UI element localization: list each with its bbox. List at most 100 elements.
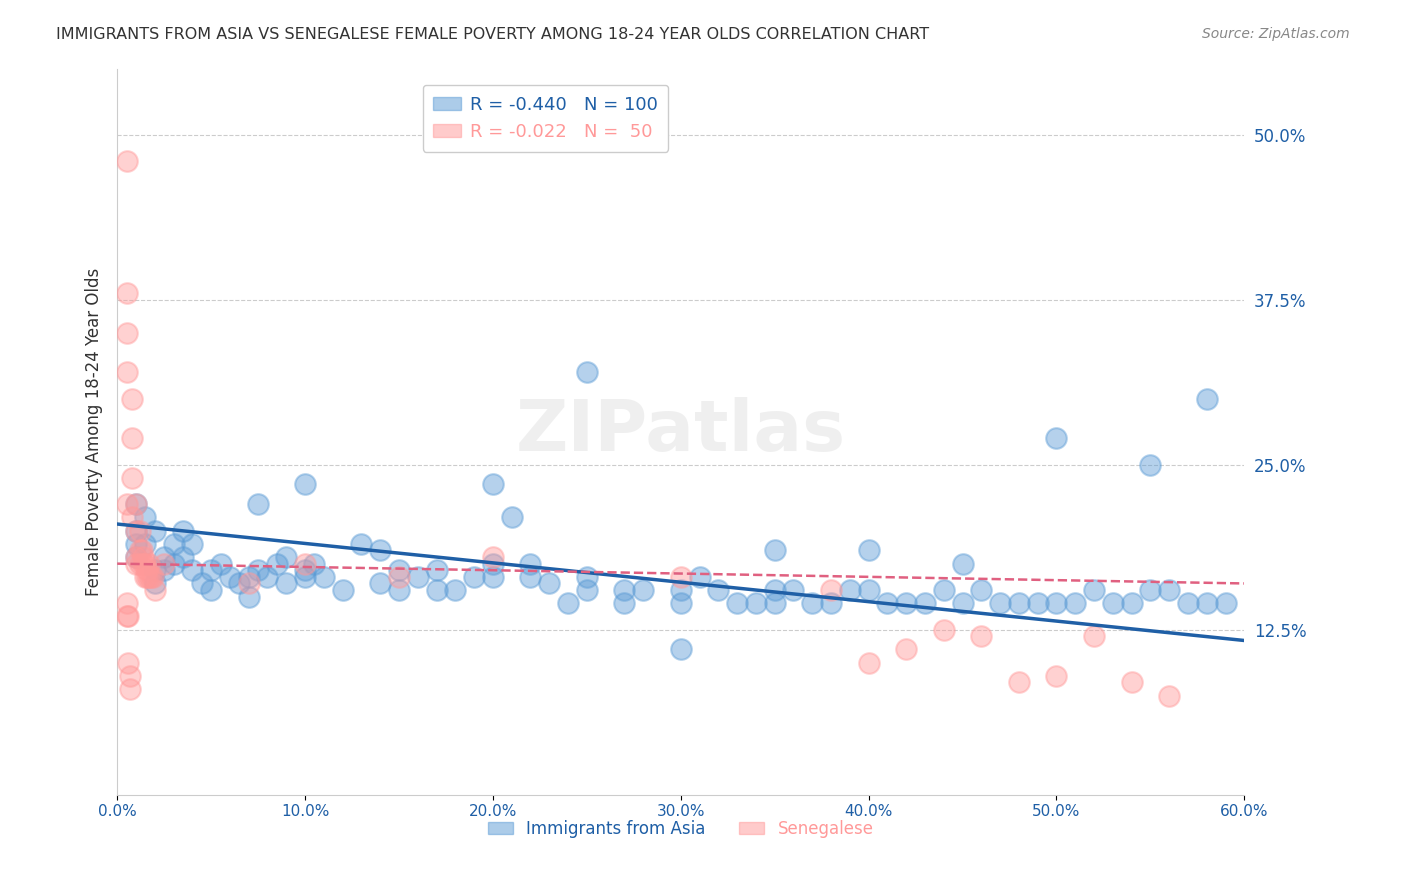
Point — [932, 582, 955, 597]
Point — [725, 596, 748, 610]
Point — [294, 557, 316, 571]
Point — [125, 497, 148, 511]
Point — [914, 596, 936, 610]
Point — [125, 549, 148, 564]
Point — [388, 563, 411, 577]
Point — [1026, 596, 1049, 610]
Point — [820, 596, 842, 610]
Point — [153, 563, 176, 577]
Point — [669, 596, 692, 610]
Point — [120, 682, 142, 697]
Point — [128, 557, 150, 571]
Point — [136, 563, 159, 577]
Point — [136, 570, 159, 584]
Point — [219, 570, 242, 584]
Point — [350, 537, 373, 551]
Point — [1083, 582, 1105, 597]
Point — [125, 524, 148, 538]
Point — [209, 557, 232, 571]
Point — [266, 557, 288, 571]
Point — [1045, 669, 1067, 683]
Point — [162, 557, 184, 571]
Point — [575, 582, 598, 597]
Point — [121, 471, 143, 485]
Point — [228, 576, 250, 591]
Point — [294, 563, 316, 577]
Point — [482, 549, 505, 564]
Point — [763, 596, 786, 610]
Point — [1159, 689, 1181, 703]
Point — [669, 582, 692, 597]
Point — [858, 543, 880, 558]
Point — [117, 656, 139, 670]
Point — [276, 549, 298, 564]
Point — [894, 642, 917, 657]
Point — [132, 549, 155, 564]
Point — [1177, 596, 1199, 610]
Point — [519, 570, 541, 584]
Point — [557, 596, 579, 610]
Point — [1121, 596, 1143, 610]
Point — [1159, 582, 1181, 597]
Point — [153, 549, 176, 564]
Point — [482, 477, 505, 491]
Point — [125, 557, 148, 571]
Point — [138, 557, 160, 571]
Point — [128, 524, 150, 538]
Point — [125, 524, 148, 538]
Point — [247, 497, 270, 511]
Point — [952, 557, 974, 571]
Point — [121, 392, 143, 406]
Point — [858, 582, 880, 597]
Point — [858, 656, 880, 670]
Point — [482, 557, 505, 571]
Text: ZIPatlas: ZIPatlas — [516, 397, 846, 467]
Legend: Immigrants from Asia, Senegalese: Immigrants from Asia, Senegalese — [481, 814, 880, 845]
Point — [613, 596, 636, 610]
Point — [134, 537, 156, 551]
Point — [1083, 629, 1105, 643]
Point — [425, 582, 447, 597]
Point — [707, 582, 730, 597]
Point — [143, 576, 166, 591]
Point — [304, 557, 326, 571]
Point — [1008, 675, 1031, 690]
Point — [1045, 596, 1067, 610]
Point — [312, 570, 335, 584]
Y-axis label: Female Poverty Among 18-24 Year Olds: Female Poverty Among 18-24 Year Olds — [86, 268, 103, 596]
Point — [125, 549, 148, 564]
Point — [238, 576, 260, 591]
Point — [689, 570, 711, 584]
Point — [970, 582, 993, 597]
Point — [115, 326, 138, 340]
Point — [1195, 392, 1218, 406]
Text: IMMIGRANTS FROM ASIA VS SENEGALESE FEMALE POVERTY AMONG 18-24 YEAR OLDS CORRELAT: IMMIGRANTS FROM ASIA VS SENEGALESE FEMAL… — [56, 27, 929, 42]
Point — [838, 582, 860, 597]
Point — [256, 570, 278, 584]
Point — [952, 596, 974, 610]
Point — [332, 582, 354, 597]
Point — [519, 557, 541, 571]
Point — [120, 669, 142, 683]
Point — [463, 570, 485, 584]
Point — [932, 623, 955, 637]
Point — [482, 570, 505, 584]
Point — [132, 557, 155, 571]
Point — [115, 609, 138, 624]
Point — [745, 596, 768, 610]
Point — [200, 582, 222, 597]
Point — [763, 582, 786, 597]
Point — [142, 570, 165, 584]
Point — [172, 549, 194, 564]
Point — [631, 582, 654, 597]
Point — [1215, 596, 1237, 610]
Point — [1064, 596, 1087, 610]
Point — [425, 563, 447, 577]
Point — [247, 563, 270, 577]
Point — [125, 497, 148, 511]
Point — [501, 510, 523, 524]
Point — [801, 596, 824, 610]
Point — [181, 537, 204, 551]
Point — [406, 570, 429, 584]
Point — [115, 365, 138, 379]
